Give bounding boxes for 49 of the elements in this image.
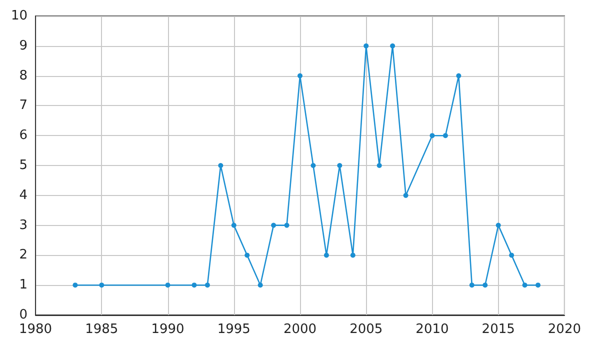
y-tick-label: 1	[19, 278, 28, 293]
point	[244, 252, 250, 258]
point	[165, 282, 170, 288]
y-tick-label: 7	[19, 98, 28, 114]
y-tick-label: 10	[10, 8, 28, 24]
y-tick-label: 5	[19, 158, 28, 173]
point	[482, 282, 488, 288]
point	[324, 252, 329, 258]
x-tick-label: 1980	[18, 322, 52, 337]
point	[350, 252, 356, 258]
point	[231, 222, 236, 228]
y-tick-label: 3	[19, 218, 28, 233]
point	[310, 163, 316, 168]
point	[456, 73, 462, 78]
point	[192, 282, 197, 288]
point	[298, 73, 302, 78]
point	[509, 252, 514, 258]
y-tick-label: 0	[19, 308, 28, 322]
point	[72, 282, 78, 288]
y-tick-label: 2	[19, 248, 28, 263]
point	[442, 133, 448, 138]
point	[218, 163, 224, 168]
point	[390, 43, 396, 48]
x-tick-label: 1985	[85, 322, 118, 337]
point	[258, 282, 263, 288]
x-tick-label: 2005	[350, 322, 383, 337]
point	[522, 282, 528, 288]
point	[337, 163, 342, 168]
y-tick-label: 9	[19, 38, 28, 54]
x-tick-label: 1995	[217, 322, 250, 337]
point	[204, 282, 210, 288]
y-tick-label: 8	[19, 68, 28, 84]
point	[430, 133, 435, 138]
x-tick-label: 2010	[416, 322, 449, 337]
point	[376, 163, 382, 168]
point	[99, 282, 104, 288]
x-tick-label: 2000	[283, 322, 317, 337]
point	[364, 43, 369, 48]
point	[536, 282, 541, 288]
x-tick-label: 1990	[151, 322, 184, 337]
point	[271, 222, 276, 228]
point	[469, 282, 474, 288]
point	[403, 192, 408, 198]
y-tick-label: 6	[19, 128, 28, 144]
x-tick-label: 2015	[482, 322, 515, 337]
x-tick-label: 2020	[548, 322, 582, 337]
y-tick-label: 4	[19, 188, 28, 203]
point	[496, 222, 501, 228]
point	[284, 222, 290, 228]
